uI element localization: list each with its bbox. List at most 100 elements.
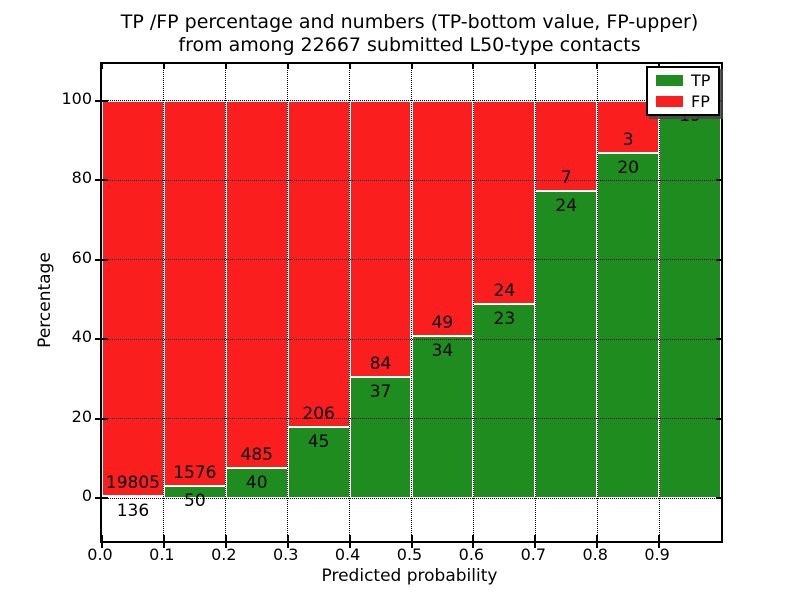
legend-entry-tp: TP — [656, 72, 710, 89]
gridline-vertical — [287, 64, 289, 541]
plot-area: 19805 136 1576 50 485 40 206 45 84 37 49 34 24 23 7 24 3… — [95, 62, 723, 548]
y-tick-mark — [95, 179, 108, 182]
x-tick-mark — [224, 535, 227, 548]
bar-count-label-fp: 19805 — [105, 472, 160, 493]
x-tick-mark-top — [224, 64, 227, 69]
gridline-vertical — [534, 64, 536, 541]
bar-segment-fp — [225, 100, 288, 469]
x-tick-mark — [410, 535, 413, 548]
x-tick-mark — [658, 535, 661, 548]
bar-count-label-tp: 37 — [369, 381, 392, 402]
y-tick-label: 0 — [81, 486, 92, 506]
gridline-vertical — [472, 64, 474, 541]
x-tick-mark — [534, 535, 537, 548]
bar-count-label-tp: 136 — [116, 500, 150, 521]
gridline-horizontal — [102, 259, 721, 261]
bar-count-label-tp: 23 — [493, 308, 516, 329]
y-tick-label: 20 — [71, 406, 92, 426]
x-tick-mark — [596, 535, 599, 548]
bar-segment-fp — [473, 100, 536, 304]
bar-count-label-tp: 50 — [184, 491, 206, 512]
x-tick-label: 0.6 — [458, 545, 485, 564]
bar-count-label-fp: 3 — [622, 129, 634, 150]
gridline-horizontal — [102, 497, 721, 499]
x-tick-mark-top — [286, 64, 289, 69]
y-tick-label: 40 — [71, 327, 92, 347]
x-tick-mark — [162, 535, 165, 548]
x-axis-label: Predicted probability — [321, 566, 498, 586]
y-tick-mark — [95, 417, 108, 420]
y-tick-mark — [95, 258, 108, 261]
gridline-vertical — [163, 64, 165, 541]
bar-segment-tp — [287, 427, 350, 499]
gridline-horizontal — [102, 418, 721, 420]
x-tick-mark — [101, 535, 103, 548]
bar-segment-tp — [597, 152, 660, 499]
x-tick-mark-top — [596, 64, 599, 69]
y-tick-label: 60 — [71, 247, 92, 267]
x-tick-label: 0.0 — [87, 545, 113, 564]
x-tick-mark — [472, 535, 475, 548]
bar-segment-fp — [287, 100, 350, 428]
y-tick-label: 80 — [71, 168, 92, 188]
y-tick-mark — [95, 497, 108, 500]
bar-segment-fp — [102, 100, 164, 496]
gridline-vertical — [658, 64, 660, 541]
x-tick-mark-top — [101, 64, 103, 69]
y-tick-mark-right — [716, 497, 721, 500]
bar-segment-tp — [659, 100, 721, 499]
bar-count-label-tp: 40 — [245, 473, 268, 494]
x-tick-label: 0.3 — [272, 545, 299, 564]
legend-entry-fp: FP — [656, 93, 710, 110]
bar-segment-fp — [163, 100, 226, 487]
gridline-vertical — [411, 64, 412, 541]
x-tick-mark-top — [472, 64, 475, 69]
bar-segment-fp — [411, 100, 474, 336]
y-tick-label: 100 — [61, 88, 92, 108]
bar-segment-fp — [349, 100, 412, 377]
bar-count-label-tp: 24 — [555, 195, 578, 216]
x-tick-mark — [348, 535, 351, 548]
y-tick-mark-right — [716, 417, 721, 420]
y-tick-mark-right — [716, 258, 721, 261]
y-tick-mark — [95, 99, 108, 102]
chart-title-line-2: from among 22667 submitted L50-type cont… — [178, 34, 641, 56]
gridline-horizontal — [102, 179, 721, 181]
x-tick-mark-top — [534, 64, 537, 69]
bar-count-label-fp: 7 — [560, 167, 572, 188]
bar-count-label-tp: 20 — [617, 157, 639, 178]
x-tick-mark-top — [410, 64, 413, 69]
y-tick-mark-right — [716, 338, 721, 341]
bar-count-label-fp: 24 — [493, 280, 516, 301]
bar-count-label-tp: 34 — [431, 340, 454, 361]
gridline-vertical — [225, 64, 227, 541]
bar-count-label-fp: 206 — [302, 404, 335, 425]
x-tick-label: 0.1 — [149, 545, 175, 564]
y-tick-mark-right — [716, 179, 721, 182]
bar-count-label-fp: 84 — [369, 353, 392, 374]
bar-segment-tp — [535, 190, 598, 499]
x-tick-mark — [286, 535, 289, 548]
gridline-horizontal — [102, 100, 721, 102]
x-tick-label: 0.9 — [644, 545, 670, 564]
legend-label: FP — [691, 92, 710, 111]
legend-label: TP — [691, 71, 711, 90]
y-tick-mark — [95, 338, 108, 341]
chart-title: TP /FP percentage and numbers (TP-bottom… — [100, 11, 719, 57]
x-tick-label: 0.4 — [334, 545, 361, 564]
bar-segment-tp — [473, 303, 536, 499]
x-tick-mark-top — [348, 64, 351, 69]
x-tick-label: 0.8 — [582, 545, 608, 564]
bar-count-label-tp: 45 — [307, 432, 330, 453]
x-tick-label: 0.5 — [396, 545, 423, 564]
bar-count-label-fp: 485 — [240, 445, 273, 466]
bar-count-label-fp: 49 — [431, 312, 454, 333]
gridline-horizontal — [102, 338, 721, 340]
legend: TP FP — [646, 66, 721, 116]
y-axis-label: Percentage — [35, 252, 55, 348]
x-tick-mark-top — [162, 64, 165, 69]
bar-segment-tp — [225, 468, 288, 499]
x-tick-label: 0.2 — [211, 545, 237, 564]
bar-count-label-fp: 1576 — [173, 463, 217, 484]
